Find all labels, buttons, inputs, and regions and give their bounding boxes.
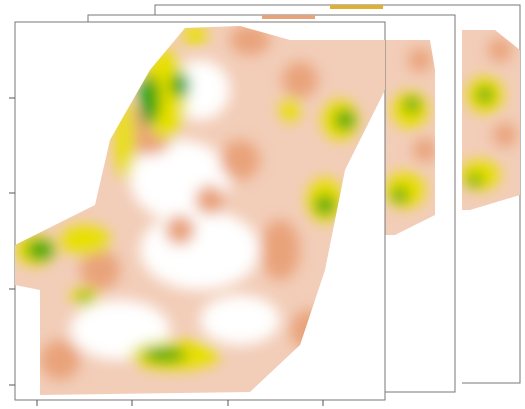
raster-cell [60,225,110,255]
raster-cell [404,97,420,113]
raster-cell [493,123,517,147]
raster-cell [260,220,300,280]
raster-cell [488,38,512,62]
raster-cell [195,185,225,215]
color-bar [330,5,383,9]
raster-cell [392,187,408,203]
raster-cell [315,195,335,215]
raster-cell [79,292,91,302]
raster-cell [80,250,120,290]
raster-cell [140,210,260,290]
raster-cell [477,87,493,103]
raster-cell [200,295,280,345]
raster-cell [335,110,355,130]
raster-cell [282,62,318,98]
raster-cell [183,25,207,45]
raster-cell [280,98,300,122]
raster-cell [143,348,187,362]
raster-stack [0,0,525,409]
color-bar [262,15,315,19]
raster-cell [460,160,500,190]
raster-cell [170,73,190,97]
raster-cell [165,215,195,245]
raster-cell [413,138,437,162]
raster-cell [140,75,160,125]
map-layer [460,30,520,210]
page: (() => { const data = JSON.parse(documen… [0,0,525,409]
raster-cell [40,340,80,380]
raster-cell [26,240,54,260]
map-layer [385,40,437,235]
raster-cell [220,140,260,180]
raster-cell [467,174,483,186]
raster-cell [408,48,432,72]
